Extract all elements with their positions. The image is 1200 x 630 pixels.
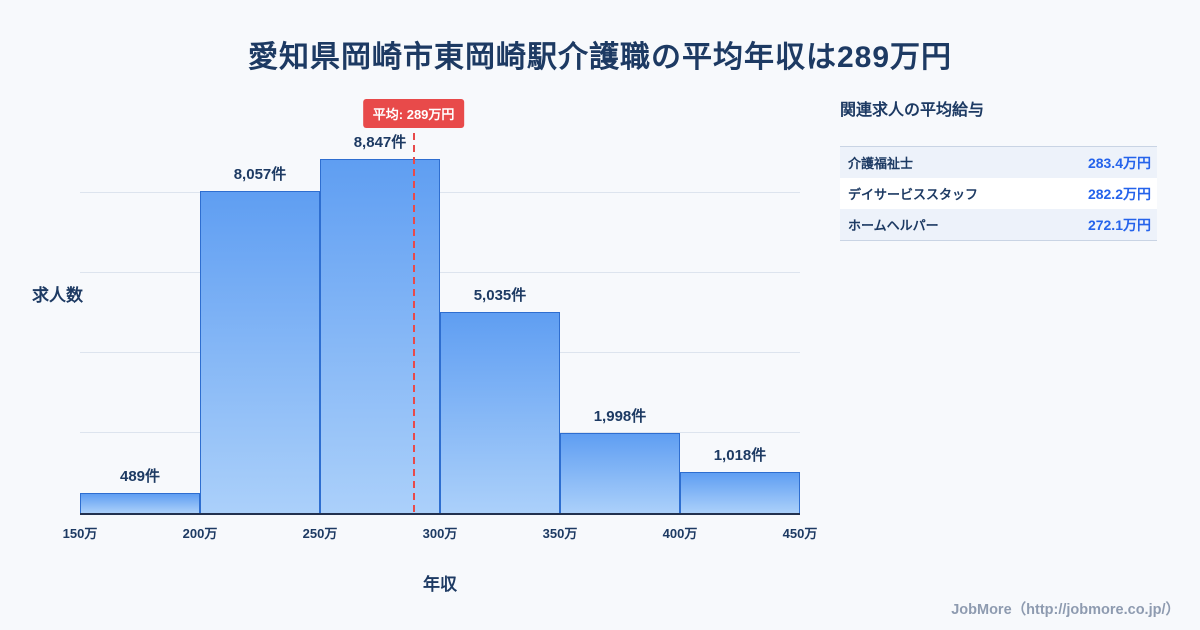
average-line: [412, 133, 415, 513]
job-name: 介護福祉士: [848, 156, 914, 171]
table-row: デイサービススタッフ 282.2万円: [840, 178, 1157, 209]
x-axis-ticks: 150万 200万 250万 300万 350万 400万 450万: [63, 523, 818, 543]
job-salary: 282.2万円: [1087, 185, 1151, 202]
bar-count-label: 8,847件: [353, 134, 407, 151]
gridline: [80, 272, 800, 273]
bar-count-label: 489件: [119, 468, 161, 485]
table-row: 介護福祉士 283.4万円: [840, 147, 1157, 178]
x-axis-tick: 350万: [542, 526, 578, 541]
bar-count-label: 8,057件: [233, 166, 287, 183]
salary-histogram-plot-area: 平均: 289万円 489件 8,057件 8,847件 5,035件 1,998件 1,…: [80, 99, 800, 515]
x-axis-tick: 450万: [782, 526, 818, 541]
bar-count-label: 5,035件: [473, 287, 527, 304]
related-salary-table: 介護福祉士 283.4万円デイサービススタッフ 282.2万円ホームヘルパー 272.…: [840, 146, 1157, 241]
job-name: ホームヘルパー: [848, 218, 939, 233]
histogram-bar: [440, 312, 560, 513]
job-name: デイサービススタッフ: [848, 187, 979, 202]
x-axis-tick: 150万: [62, 526, 98, 541]
x-axis-tick: 300万: [422, 526, 458, 541]
x-axis-tick: 250万: [302, 526, 338, 541]
y-axis-label: 求人数: [32, 286, 83, 305]
histogram-bar: [680, 472, 800, 513]
job-salary: 272.1万円: [1087, 216, 1151, 233]
x-axis-tick: 200万: [182, 526, 218, 541]
x-axis-label: 年収: [423, 575, 457, 594]
related-panel-heading: 関連求人の平均給与: [840, 102, 985, 119]
histogram-bar: [200, 191, 320, 513]
site-credit: JobMore（http://jobmore.co.jp/）: [951, 602, 1180, 618]
x-axis-tick: 400万: [662, 526, 698, 541]
histogram-bar: [320, 159, 440, 513]
job-salary: 283.4万円: [1087, 154, 1151, 171]
histogram-bar: [80, 493, 200, 513]
gridline: [80, 192, 800, 193]
bar-count-label: 1,998件: [593, 408, 647, 425]
bar-count-label: 1,018件: [713, 447, 767, 464]
histogram-bar: [560, 433, 680, 513]
table-row: ホームヘルパー 272.1万円: [840, 209, 1157, 240]
average-annotation: 平均: 289万円: [362, 99, 465, 128]
page-title: 愛知県岡崎市東岡崎駅介護職の平均年収は289万円: [247, 41, 953, 74]
